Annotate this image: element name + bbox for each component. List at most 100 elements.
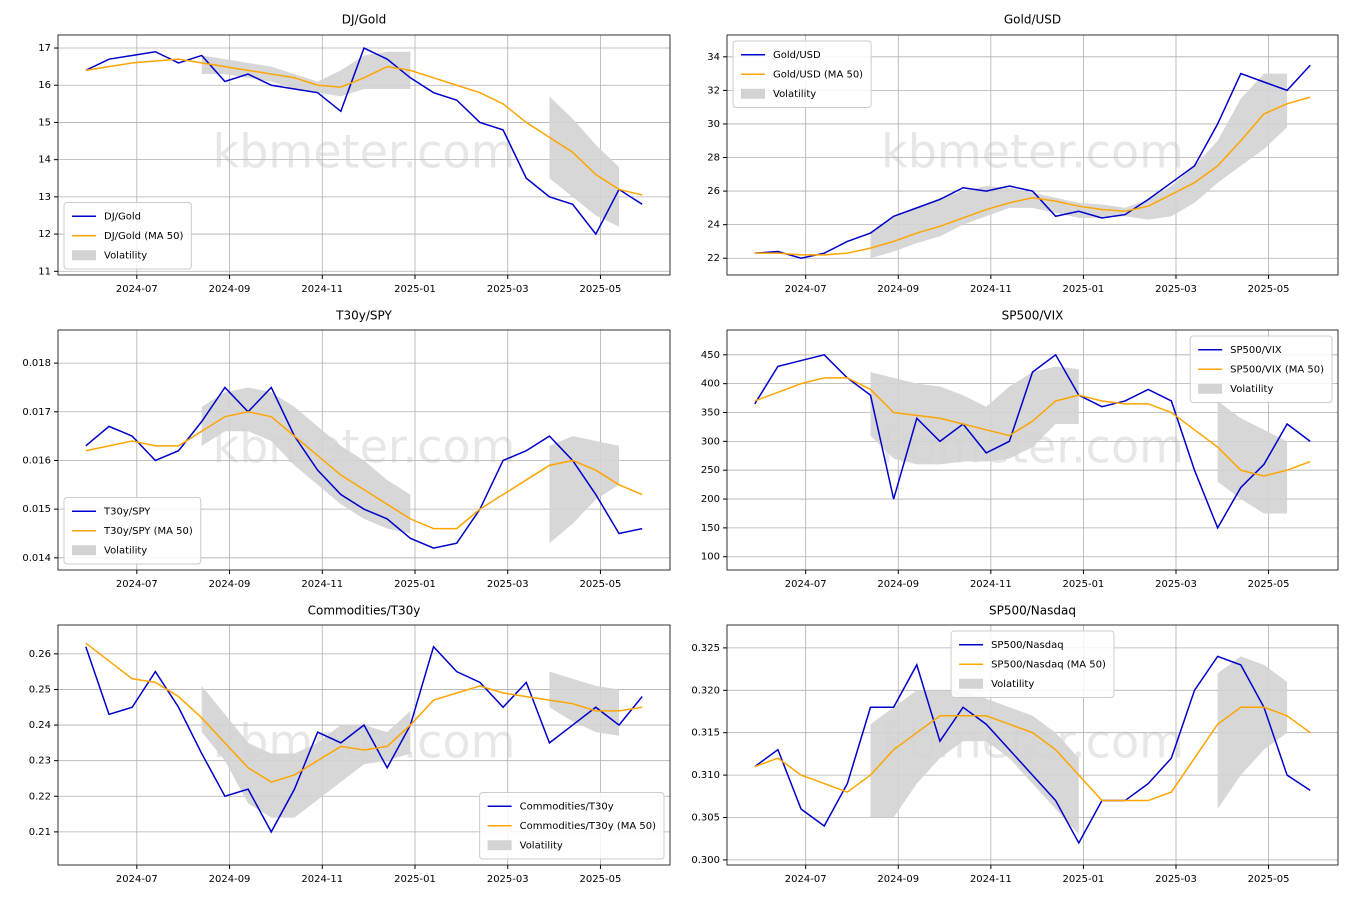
x-tick-label: 2025-05 [1248,874,1290,885]
x-tick-label: 2024-11 [301,874,343,885]
legend-label: DJ/Gold (MA 50) [104,231,183,242]
y-tick-label: 0.016 [22,455,51,466]
plot-frame [57,329,671,571]
x-tick-label: 2025-03 [487,284,529,295]
y-tick-label: 300 [701,436,720,447]
volatility-band [870,73,1288,259]
x-tick-label: 2025-01 [394,874,436,885]
legend-swatch [959,678,984,689]
legend-label: Volatility [104,545,147,556]
x-tick-label: 2025-05 [1248,284,1290,295]
x-tick-label: 2025-03 [1155,284,1197,295]
legend: SP500/Nasdaq SP500/Nasdaq (MA 50) Volatili… [950,630,1115,698]
plot-frame [57,34,671,276]
legend: Gold/USD Gold/USD (MA 50) Volatility [732,40,872,108]
volatility-band [1217,656,1288,810]
series-line [754,64,1311,259]
volatility-band [549,436,619,544]
x-tick-label: 2025-05 [580,579,622,590]
volatility-band [870,690,1079,835]
y-tick-label: 350 [701,408,720,419]
legend-label: Gold/USD (MA 50) [773,69,863,80]
panel: 2024-07 2024-09 2024-11 2025-01 2025-03 2025-… [29,604,671,885]
series-line [85,645,643,834]
y-tick-label: 12 [38,229,51,240]
legend-label: SP500/Nasdaq [991,640,1063,651]
y-tick-label: 250 [701,465,720,476]
legend-label: T30y/SPY (MA 50) [103,526,193,537]
y-tick-label: 0.23 [29,756,51,767]
y-tick-label: 450 [701,350,720,361]
legend-label: Volatility [520,840,563,851]
y-tick-label: 32 [707,85,720,96]
plot-frame [726,329,1339,571]
y-tick-label: 15 [38,117,51,128]
y-tick-label: 150 [701,523,720,534]
watermark: kbmeter.com [213,125,516,179]
legend: T30y/SPY T30y/SPY (MA 50) Volatility [63,497,202,565]
legend-label: DJ/Gold [104,211,141,222]
y-tick-label: 200 [701,494,720,505]
legend-label: Commodities/T30y [520,801,614,812]
x-tick-label: 2024-07 [116,284,158,295]
x-tick-label: 2024-07 [116,579,158,590]
plot-layer [85,46,643,236]
y-tick-label: 0.015 [22,504,51,515]
y-tick-label: 0.26 [29,649,51,660]
y-tick-label: 0.25 [29,684,51,695]
legend: Commodities/T30y Commodities/T30y (MA 50)… [479,792,665,860]
series-line [754,96,1311,256]
legend-swatch [741,88,765,99]
plot-layer [85,386,643,549]
volatility-band [1217,400,1288,514]
legend-label: Gold/USD [773,50,821,61]
y-tick-label: 30 [707,119,720,130]
volatility-band [549,96,619,227]
plot-layer [85,642,643,834]
x-tick-label: 2024-07 [785,874,827,885]
legend-box [479,792,665,860]
x-tick-label: 2025-03 [1155,874,1197,885]
legend-swatch [72,545,96,556]
x-tick-label: 2025-03 [1155,579,1197,590]
legend-label: Commodities/T30y (MA 50) [520,821,656,832]
y-tick-label: 11 [38,266,51,277]
y-tick-label: 0.018 [22,358,51,369]
x-tick-label: 2025-05 [580,874,622,885]
chart-title: DJ/Gold [342,13,386,27]
x-tick-label: 2024-09 [877,284,919,295]
watermark: kbmeter.com [881,125,1184,179]
legend-label: SP500/VIX [1230,345,1282,356]
chart-title: SP500/VIX [1002,309,1064,323]
panel: 2024-07 2024-09 2024-11 2025-01 2025-03 2025-… [707,13,1339,295]
x-tick-label: 2025-05 [1248,579,1290,590]
legend-box [63,497,202,565]
y-tick-label: 0.017 [22,407,51,418]
legend-box [950,630,1115,698]
x-tick-label: 2025-01 [1063,874,1105,885]
plot-layer [754,353,1311,530]
plot-layer [754,655,1311,845]
x-tick-label: 2025-01 [394,284,436,295]
panel: 2024-07 2024-09 2024-11 2025-01 2025-03 2025-… [701,309,1339,590]
x-tick-label: 2024-07 [785,284,827,295]
y-tick-label: 28 [707,153,720,164]
y-tick-label: 0.315 [691,728,720,739]
x-tick-label: 2024-09 [209,874,251,885]
x-tick-label: 2025-03 [487,579,529,590]
series-line [85,46,643,236]
series-line [85,58,643,196]
plot-frame [726,624,1339,866]
legend-swatch [1198,383,1223,394]
legend-label: Volatility [104,250,147,261]
plot-layer [754,64,1311,259]
chart-title: Gold/USD [1004,13,1061,27]
x-tick-label: 2025-01 [1063,579,1105,590]
y-tick-label: 17 [38,43,51,54]
y-tick-label: 0.24 [29,720,51,731]
volatility-band [201,387,411,534]
y-tick-label: 0.305 [691,813,720,824]
x-tick-label: 2024-09 [877,874,919,885]
x-tick-label: 2024-09 [877,579,919,590]
x-tick-label: 2024-07 [785,579,827,590]
